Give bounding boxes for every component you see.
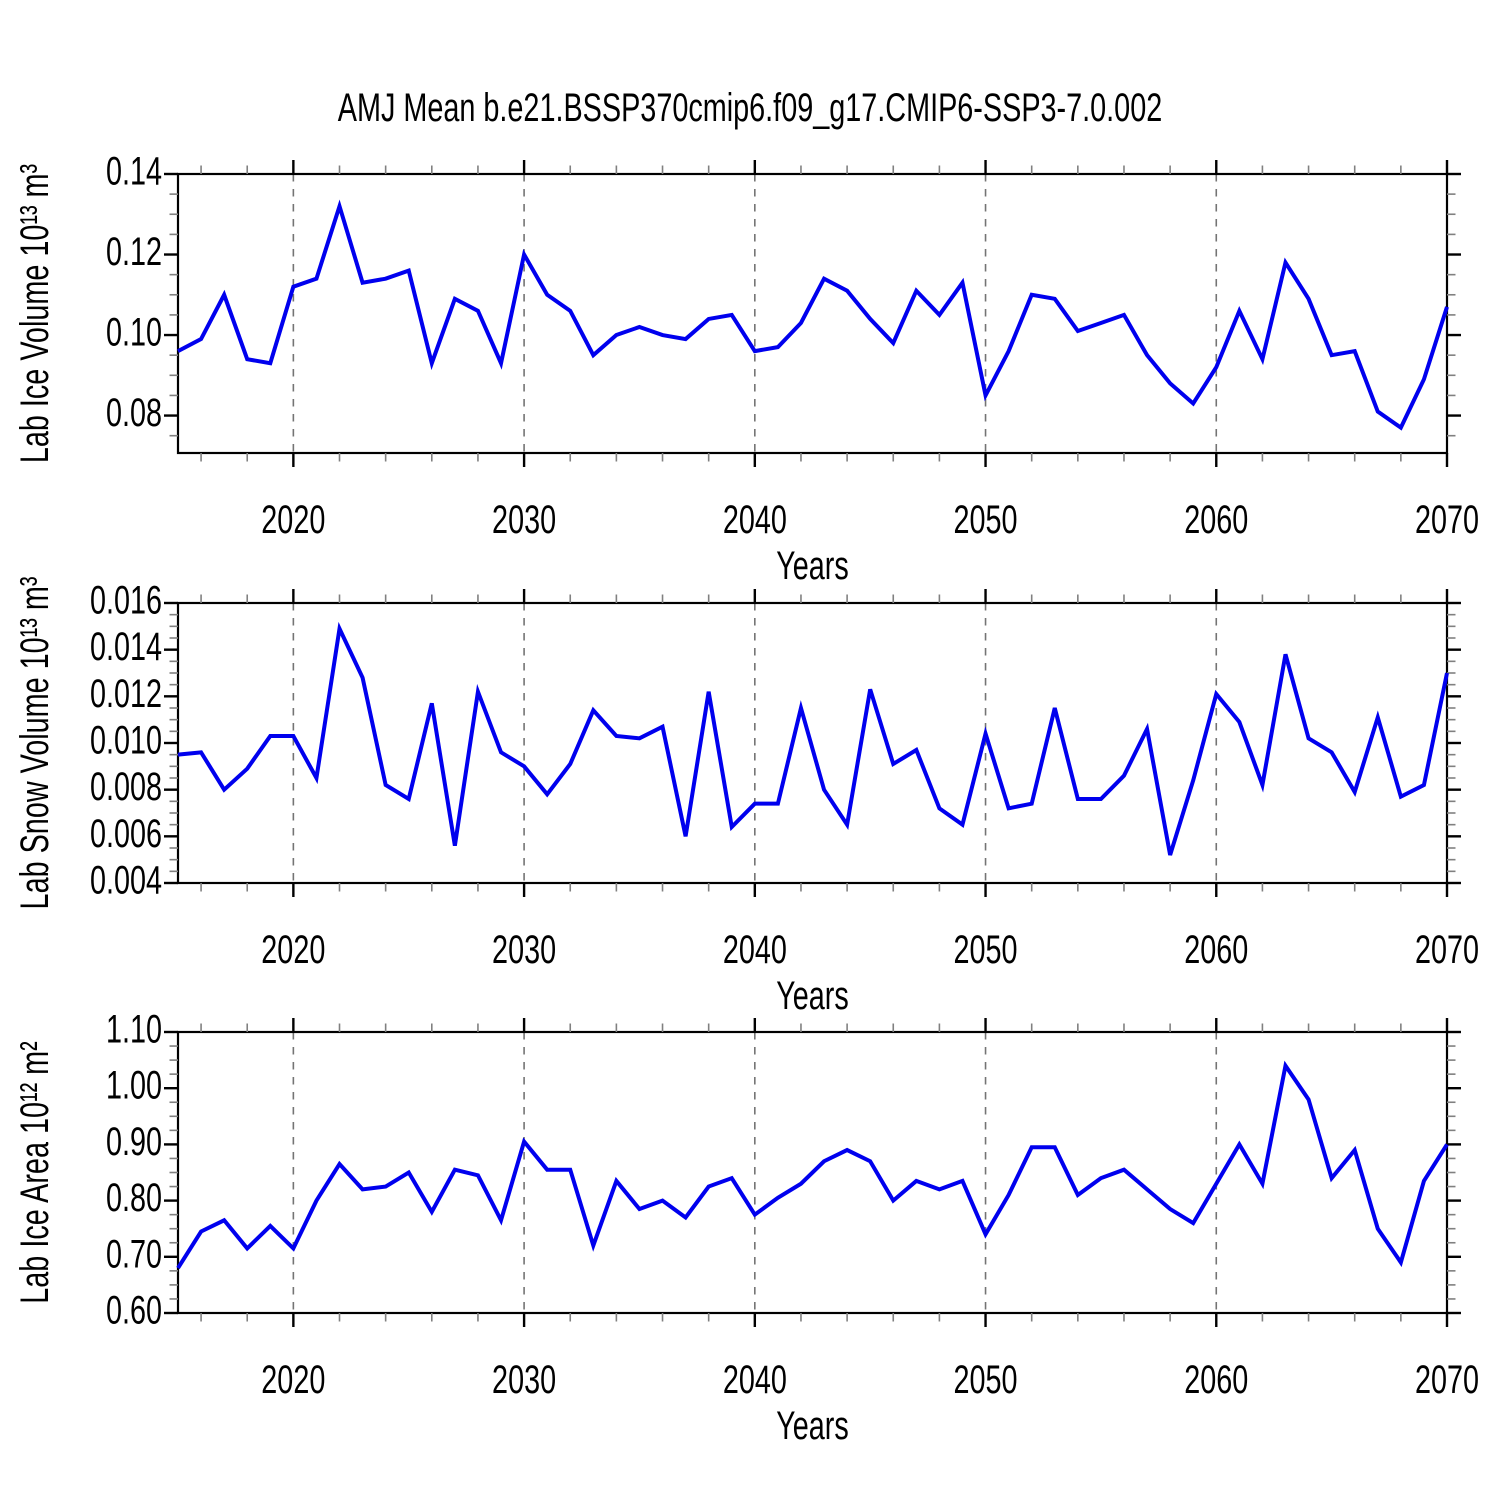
x-tick-label: 2040 (723, 927, 787, 972)
y-tick-label: 1.00 (106, 1063, 162, 1108)
ticks (164, 589, 1461, 897)
x-tick-label: 2070 (1415, 1357, 1479, 1402)
x-tick-label: 2020 (261, 497, 325, 542)
x-tick-label: 2030 (492, 1357, 556, 1402)
y-tick-label: 0.14 (106, 149, 162, 194)
series-line (177, 199, 1449, 431)
x-tick-label: 2050 (954, 1357, 1018, 1402)
panel-ice-volume: 0.08 0.10 0.12 0.14 2020 2030 2040 2050 2060 2070… (12, 149, 1479, 588)
x-tick-label: 2030 (492, 927, 556, 972)
x-tick-label: 2020 (261, 1357, 325, 1402)
y-tick-label: 0.006 (90, 811, 162, 856)
y-tick-label: 0.70 (106, 1232, 162, 1277)
x-tick-label: 2050 (954, 497, 1018, 542)
series-line (177, 621, 1449, 856)
series-line (176, 1060, 1449, 1270)
y-tick-label: 0.012 (90, 671, 162, 716)
y-tick-label: 0.60 (106, 1288, 162, 1333)
x-axis-title: Years (776, 1403, 849, 1448)
x-tick-label: 2070 (1415, 497, 1479, 542)
chart-title: AMJ Mean b.e21.BSSP370cmip6.f09_g17.CMIP… (337, 86, 1163, 130)
x-tick-label: 2030 (492, 497, 556, 542)
x-axis-title: Years (776, 543, 849, 588)
ticks (164, 160, 1461, 467)
y-tick-label: 0.008 (90, 765, 162, 810)
y-tick-label: 0.010 (90, 718, 162, 763)
y-tick-label: 0.10 (106, 310, 162, 355)
x-axis-title: Years (776, 973, 849, 1018)
y-tick-label: 0.014 (90, 625, 162, 670)
x-tick-label: 2040 (723, 1357, 787, 1402)
y-axis-title: Lab Ice Area 10¹² m² (12, 1041, 57, 1303)
x-tick-label: 2060 (1184, 927, 1248, 972)
x-tick-label: 2020 (261, 927, 325, 972)
y-tick-label: 0.90 (106, 1119, 162, 1164)
x-tick-label: 2050 (954, 927, 1018, 972)
x-tick-label: 2040 (723, 497, 787, 542)
ticks (164, 1018, 1461, 1327)
y-tick-label: 0.004 (90, 858, 162, 903)
y-axis-title: Lab Snow Volume 10¹³ m³ (12, 577, 57, 910)
x-tick-label: 2060 (1184, 497, 1248, 542)
x-tick-label: 2070 (1415, 927, 1479, 972)
y-tick-label: 0.80 (106, 1176, 162, 1221)
x-tick-label: 2060 (1184, 1357, 1248, 1402)
y-tick-label: 0.12 (106, 229, 162, 274)
y-tick-label: 0.016 (90, 578, 162, 623)
y-tick-label: 1.10 (106, 1007, 162, 1052)
y-tick-label: 0.08 (106, 391, 162, 436)
panel-ice-area: 0.60 0.70 0.80 0.90 1.00 1.10 2020 2030 2040 2050… (12, 1007, 1479, 1448)
plot-frame (176, 172, 1449, 455)
y-axis-title: Lab Ice Volume 10¹³ m³ (12, 164, 57, 463)
